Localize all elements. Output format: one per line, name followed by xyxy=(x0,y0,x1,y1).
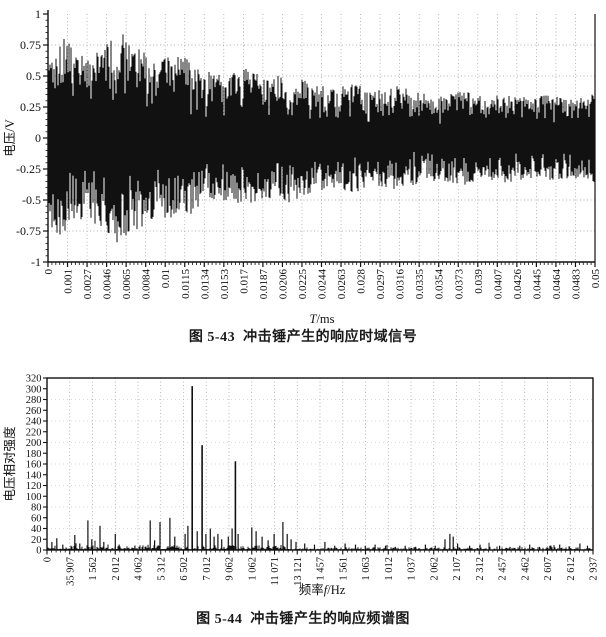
svg-text:-1: -1 xyxy=(31,255,41,269)
svg-text:300: 300 xyxy=(26,384,42,395)
svg-text:220: 220 xyxy=(26,427,42,438)
svg-text:0.039: 0.039 xyxy=(473,269,485,294)
svg-text:60: 60 xyxy=(31,513,42,524)
svg-text:1 062: 1 062 xyxy=(247,557,258,581)
svg-text:120: 120 xyxy=(26,481,42,492)
svg-text:280: 280 xyxy=(26,395,42,406)
svg-text:4 062: 4 062 xyxy=(134,557,145,581)
svg-text:0.0354: 0.0354 xyxy=(434,269,446,300)
svg-text:0.0373: 0.0373 xyxy=(453,269,465,300)
svg-text:2 607: 2 607 xyxy=(543,557,554,581)
svg-text:240: 240 xyxy=(26,417,42,428)
svg-text:7 012: 7 012 xyxy=(202,557,213,581)
svg-text:1 037: 1 037 xyxy=(407,557,418,581)
svg-text:0.0426: 0.0426 xyxy=(512,269,524,300)
svg-text:0.028: 0.028 xyxy=(356,269,368,294)
svg-text:0.0153: 0.0153 xyxy=(219,269,231,300)
svg-text:200: 200 xyxy=(26,438,42,449)
svg-text:-0.75: -0.75 xyxy=(16,224,41,238)
svg-text:2 462: 2 462 xyxy=(520,557,531,581)
svg-text:频率f/Hz: 频率f/Hz xyxy=(299,582,346,597)
svg-text:0.05: 0.05 xyxy=(590,269,602,289)
svg-text:2 457: 2 457 xyxy=(498,557,509,581)
svg-text:2 062: 2 062 xyxy=(429,557,440,581)
svg-text:0: 0 xyxy=(35,131,41,145)
spectrum-chart: 3203002802602402202001801601401201008060… xyxy=(2,374,600,598)
svg-text:-0.25: -0.25 xyxy=(16,162,41,176)
svg-text:0.0115: 0.0115 xyxy=(180,269,192,299)
svg-text:40: 40 xyxy=(31,524,42,535)
figure-time-domain: 1 0.75 0.5 0.25 0 -0.25 -0.5 -0.75 -1 0 0.001 0.002… xyxy=(3,7,602,345)
svg-text:1 457: 1 457 xyxy=(316,557,327,581)
svg-text:0.0335: 0.0335 xyxy=(414,269,426,300)
svg-text:电压/V: 电压/V xyxy=(3,119,17,157)
svg-text:0.017: 0.017 xyxy=(238,269,250,294)
svg-text:0.0046: 0.0046 xyxy=(102,269,114,300)
svg-text:0.01: 0.01 xyxy=(160,269,172,288)
svg-text:9 062: 9 062 xyxy=(225,557,236,581)
svg-text:1: 1 xyxy=(35,7,41,21)
svg-text:T/ms: T/ms xyxy=(309,312,334,326)
svg-text:0.0225: 0.0225 xyxy=(297,269,309,300)
svg-text:2 312: 2 312 xyxy=(475,557,486,581)
figure-5-43-caption: 图 5-43 冲击锤产生的响应时域信号 xyxy=(188,330,418,345)
svg-text:-0.5: -0.5 xyxy=(22,193,41,207)
svg-text:0.0445: 0.0445 xyxy=(531,269,543,300)
svg-text:0.25: 0.25 xyxy=(20,100,41,114)
svg-text:6 502: 6 502 xyxy=(179,557,190,581)
svg-text:1 561: 1 561 xyxy=(338,557,349,581)
svg-text:260: 260 xyxy=(26,406,42,417)
svg-text:0.5: 0.5 xyxy=(26,69,41,83)
svg-text:11 071: 11 071 xyxy=(270,557,281,586)
svg-text:0.0084: 0.0084 xyxy=(141,269,153,300)
svg-text:140: 140 xyxy=(26,470,42,481)
svg-text:0.75: 0.75 xyxy=(20,38,41,52)
svg-text:13 121: 13 121 xyxy=(293,557,304,586)
svg-text:0.0187: 0.0187 xyxy=(258,269,270,300)
svg-text:0.0464: 0.0464 xyxy=(551,269,563,300)
svg-text:0.0065: 0.0065 xyxy=(121,269,133,300)
svg-text:0: 0 xyxy=(36,546,41,557)
svg-text:0.0407: 0.0407 xyxy=(492,268,504,299)
svg-text:180: 180 xyxy=(26,449,42,460)
svg-text:0.0027: 0.0027 xyxy=(82,269,94,300)
svg-text:5 312: 5 312 xyxy=(156,557,167,581)
svg-text:320: 320 xyxy=(26,374,42,385)
svg-text:0.001: 0.001 xyxy=(63,269,75,294)
svg-text:0.0483: 0.0483 xyxy=(570,269,582,300)
svg-text:0.0134: 0.0134 xyxy=(199,269,211,300)
figure-spectrum: 320 300 280 260 240 220 200 180 160 140 120 100 80 60… xyxy=(0,370,606,630)
svg-text:1 562: 1 562 xyxy=(88,557,99,581)
time-domain-chart: 10.750.50.250-0.25-0.5-0.75-10 0.001 0.002… xyxy=(3,7,602,326)
svg-text:电压相对强度: 电压相对强度 xyxy=(2,426,17,502)
svg-text:2 612: 2 612 xyxy=(566,557,577,581)
svg-text:1 012: 1 012 xyxy=(384,557,395,581)
svg-text:1 063: 1 063 xyxy=(361,557,372,581)
svg-text:0.0244: 0.0244 xyxy=(317,269,329,300)
svg-text:0.0206: 0.0206 xyxy=(277,269,289,300)
svg-text:100: 100 xyxy=(26,492,42,503)
svg-text:2 012: 2 012 xyxy=(111,557,122,581)
svg-text:0: 0 xyxy=(43,557,54,562)
svg-text:0: 0 xyxy=(43,269,55,275)
svg-text:35 907: 35 907 xyxy=(65,557,76,586)
svg-text:2 107: 2 107 xyxy=(452,557,463,581)
figure-5-44-caption: 图 5-44 冲击锤产生的响应频谱图 xyxy=(196,612,410,627)
svg-text:160: 160 xyxy=(26,460,42,471)
svg-text:80: 80 xyxy=(31,503,42,514)
svg-text:0.0297: 0.0297 xyxy=(375,269,387,300)
svg-text:0.0263: 0.0263 xyxy=(336,269,348,300)
svg-text:0.0316: 0.0316 xyxy=(395,269,407,300)
svg-text:2 937: 2 937 xyxy=(589,557,600,581)
svg-text:20: 20 xyxy=(31,535,42,546)
